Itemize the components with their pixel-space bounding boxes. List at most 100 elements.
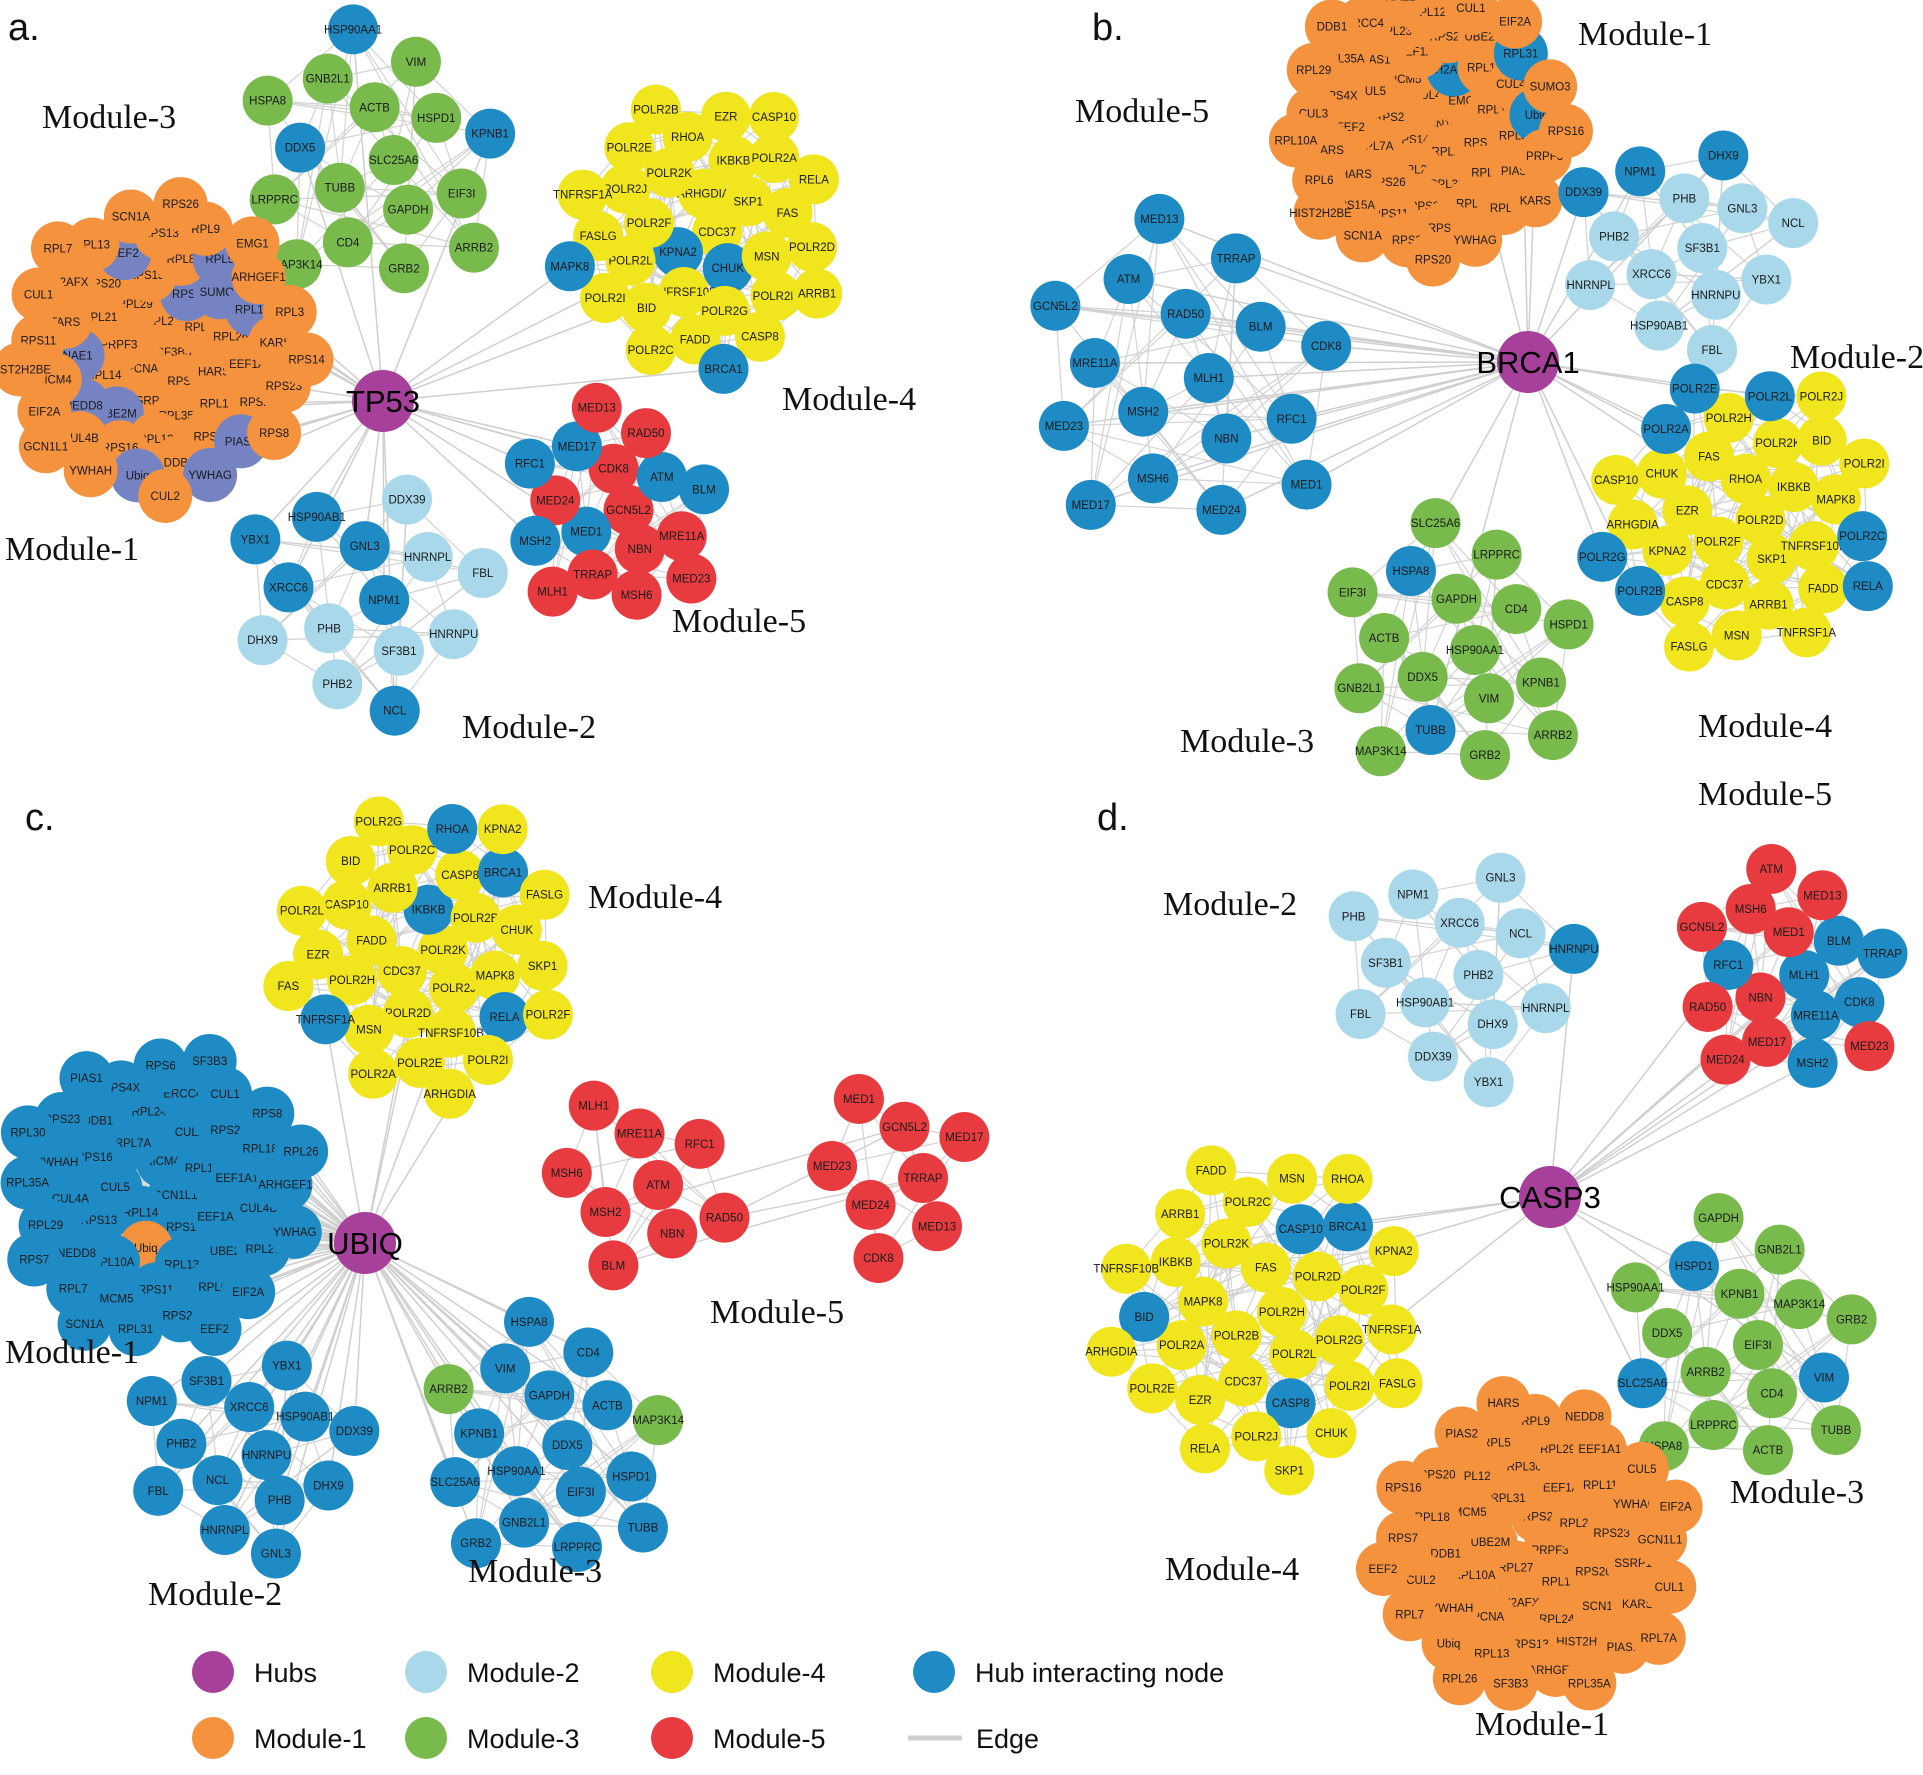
node-YBX1[interactable]: YBX1: [230, 514, 281, 565]
node-circle-KPNB1[interactable]: [1516, 657, 1567, 708]
node-circle-FADD[interactable]: [346, 915, 397, 966]
hub-BRCA1[interactable]: BRCA1: [1476, 331, 1580, 393]
node-SF3B3[interactable]: SF3B3: [1483, 1656, 1538, 1711]
node-VIM[interactable]: VIM: [1463, 673, 1514, 724]
node-POLR2A[interactable]: POLR2A: [348, 1048, 399, 1099]
node-circle-GRB2[interactable]: [450, 1518, 501, 1569]
node-LRPPRC[interactable]: LRPPRC: [1471, 529, 1522, 580]
node-circle-CASP8[interactable]: [734, 311, 785, 362]
node-circle-SF3B1[interactable]: [1677, 223, 1728, 273]
node-circle-IKBKB[interactable]: [1150, 1237, 1201, 1288]
node-GAPDH[interactable]: GAPDH: [524, 1370, 575, 1421]
node-DHX9[interactable]: DHX9: [237, 615, 288, 666]
node-GAPDH[interactable]: GAPDH: [383, 184, 434, 235]
node-DHX9[interactable]: DHX9: [1698, 130, 1749, 181]
node-circle-GCN5L2[interactable]: [879, 1101, 930, 1152]
node-MED23[interactable]: MED23: [1038, 400, 1089, 451]
node-circle-CDK8[interactable]: [1301, 320, 1352, 371]
node-circle-MED23[interactable]: [1038, 400, 1089, 451]
node-circle-RELA[interactable]: [479, 991, 530, 1042]
node-circle-DHX9[interactable]: [1698, 130, 1749, 181]
node-IKBKB[interactable]: IKBKB: [1150, 1237, 1201, 1288]
node-circle-FASLG[interactable]: [1372, 1358, 1423, 1409]
node-circle-EEF2[interactable]: [1355, 1541, 1410, 1596]
node-circle-NEDD8[interactable]: [1557, 1389, 1612, 1444]
node-DDX39[interactable]: DDX39: [1558, 167, 1609, 218]
node-TUBB[interactable]: TUBB: [617, 1502, 668, 1553]
node-HNRNPU[interactable]: HNRNPU: [1548, 923, 1599, 974]
node-circle-PHB2[interactable]: [312, 659, 363, 710]
node-circle-POLR2B[interactable]: [630, 84, 681, 135]
node-circle-MSH2[interactable]: [1787, 1037, 1838, 1088]
node-circle-EIF2A[interactable]: [221, 1265, 276, 1320]
node-DHX9[interactable]: DHX9: [303, 1460, 354, 1511]
node-RPS16[interactable]: RPS16: [1538, 104, 1593, 159]
node-ARRB1[interactable]: ARRB1: [792, 268, 843, 319]
node-circle-ARRB1[interactable]: [367, 862, 418, 913]
node-circle-LRPPRC[interactable]: [1688, 1400, 1739, 1451]
node-circle-GCN5L2[interactable]: [1676, 901, 1727, 952]
node-circle-TRRAP[interactable]: [567, 549, 618, 600]
node-circle-PHB[interactable]: [1328, 891, 1379, 942]
node-circle-IKBKB[interactable]: [403, 884, 454, 935]
node-circle-ACTB[interactable]: [349, 82, 400, 133]
node-circle-RHOA[interactable]: [1322, 1153, 1373, 1204]
node-RPL10A[interactable]: RPL10A: [1268, 113, 1323, 168]
node-circle-POLR2D[interactable]: [1292, 1251, 1343, 1302]
node-circle-MRE11A[interactable]: [1069, 337, 1120, 388]
node-circle-MAP3K14[interactable]: [633, 1395, 684, 1446]
node-ATM[interactable]: ATM: [1103, 253, 1154, 304]
node-GCN1L1[interactable]: GCN1L1: [18, 419, 73, 474]
node-PHB2[interactable]: PHB2: [156, 1418, 207, 1469]
node-circle-SKP1[interactable]: [517, 940, 568, 991]
node-SCN1A[interactable]: SCN1A: [103, 189, 158, 244]
node-circle-POLR2J[interactable]: [1796, 371, 1847, 422]
node-circle-RPS8[interactable]: [240, 1086, 295, 1141]
node-circle-BRCA1[interactable]: [698, 343, 749, 394]
node-RPL7[interactable]: RPL7: [1382, 1587, 1437, 1642]
node-circle-POLR2A[interactable]: [1156, 1320, 1207, 1371]
node-circle-HNRNPU[interactable]: [241, 1430, 292, 1480]
node-NPM1[interactable]: NPM1: [126, 1375, 177, 1426]
node-circle-YWHAG[interactable]: [267, 1204, 322, 1259]
node-circle-YWHAG[interactable]: [183, 448, 238, 503]
node-POLR2I[interactable]: POLR2I: [1324, 1360, 1375, 1411]
node-POLR2L[interactable]: POLR2L: [276, 885, 327, 936]
node-circle-DHX9[interactable]: [303, 1460, 354, 1511]
node-MSH6[interactable]: MSH6: [541, 1147, 592, 1198]
node-circle-CUL1[interactable]: [1642, 1559, 1697, 1614]
node-circle-BLM[interactable]: [1813, 915, 1864, 966]
node-circle-RELA[interactable]: [788, 154, 839, 205]
node-CUL1[interactable]: CUL1: [1642, 1559, 1697, 1614]
node-circle-MLH1[interactable]: [1779, 950, 1830, 1000]
node-circle-FADD[interactable]: [1186, 1145, 1237, 1196]
node-circle-YWHAH[interactable]: [63, 443, 118, 498]
node-circle-POLR2D[interactable]: [383, 988, 434, 1039]
node-circle-HARS[interactable]: [1476, 1376, 1531, 1431]
node-circle-POLR2I[interactable]: [1324, 1360, 1375, 1411]
node-MED24[interactable]: MED24: [1700, 1034, 1751, 1085]
node-POLR2E[interactable]: POLR2E: [1127, 1363, 1178, 1414]
node-circle-FASLG[interactable]: [1664, 621, 1715, 672]
node-ATM[interactable]: ATM: [1746, 843, 1797, 894]
node-circle-CASP8[interactable]: [1265, 1378, 1316, 1429]
node-circle-BRCA1[interactable]: [1322, 1201, 1373, 1252]
node-circle-POLR2H[interactable]: [327, 955, 378, 1006]
node-circle-SLC25A6[interactable]: [1410, 498, 1461, 549]
node-circle-SLC25A6[interactable]: [430, 1457, 481, 1508]
node-circle-NCL[interactable]: [369, 685, 420, 736]
node-circle-FAS[interactable]: [1240, 1242, 1291, 1293]
node-circle-MAP3K14[interactable]: [1774, 1279, 1825, 1330]
node-RAD50[interactable]: RAD50: [1160, 288, 1211, 339]
node-RPS8[interactable]: RPS8: [247, 406, 302, 461]
node-circle-YBX1[interactable]: [261, 1340, 312, 1391]
node-RFC1[interactable]: RFC1: [1266, 393, 1317, 444]
node-HNRNPU[interactable]: HNRNPU: [241, 1430, 292, 1480]
node-circle-CUL1[interactable]: [1444, 0, 1498, 36]
node-GCN5L2[interactable]: GCN5L2: [879, 1101, 930, 1152]
node-HNRNPL[interactable]: HNRNPL: [1520, 983, 1571, 1034]
node-circle-RPL10A[interactable]: [1268, 113, 1323, 168]
node-MRE11A[interactable]: MRE11A: [656, 511, 707, 562]
node-circle-DHX9[interactable]: [1467, 999, 1518, 1050]
node-circle-RPL3[interactable]: [262, 285, 317, 340]
